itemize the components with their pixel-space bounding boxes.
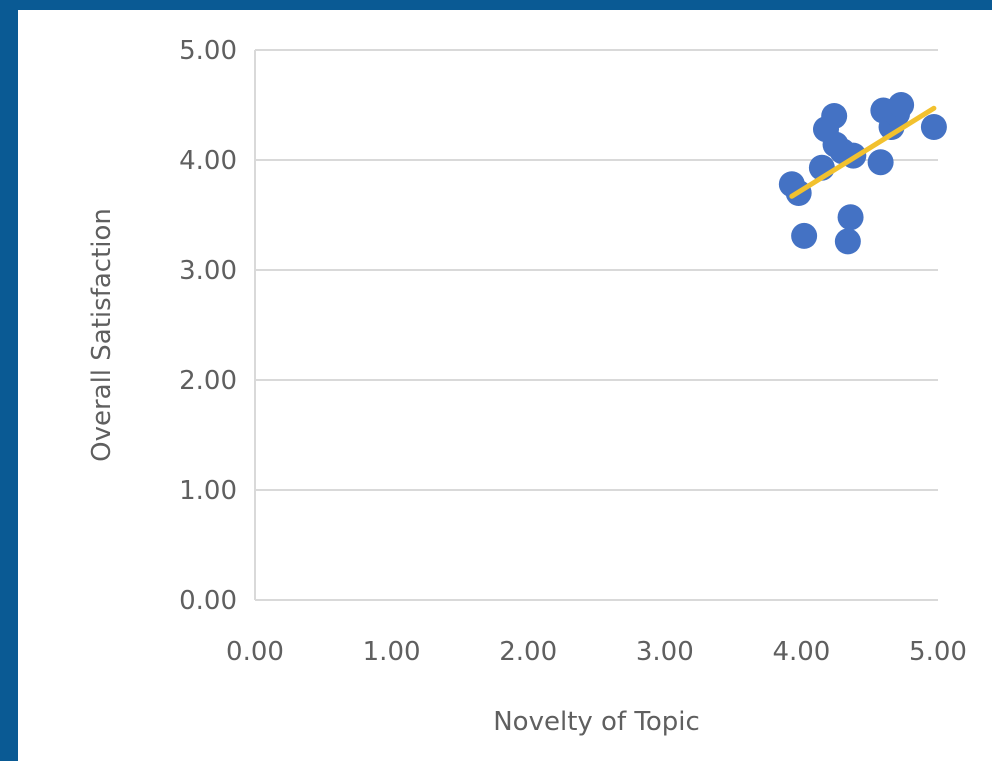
data-point xyxy=(834,228,861,255)
scatter-chart: 0.00 1.00 2.00 3.00 4.00 5.00 0.00 1.00 2.00 3.0… xyxy=(87,36,967,737)
x-tick-label: 4.00 xyxy=(772,637,830,667)
y-tick-label: 3.00 xyxy=(179,256,237,286)
y-tick-label: 1.00 xyxy=(179,476,237,506)
trendline xyxy=(789,105,937,199)
y-tick-labels: 0.00 1.00 2.00 3.00 4.00 5.00 xyxy=(179,36,237,616)
x-tick-label: 1.00 xyxy=(363,637,421,667)
x-tick-label: 3.00 xyxy=(636,637,694,667)
x-tick-label: 2.00 xyxy=(499,637,557,667)
x-tick-label: 0.00 xyxy=(226,637,284,667)
y-tick-label: 4.00 xyxy=(179,146,237,176)
data-point xyxy=(821,103,848,129)
data-point xyxy=(888,92,915,118)
chart-panel: 0.00 1.00 2.00 3.00 4.00 5.00 0.00 1.00 2.00 3.0… xyxy=(18,10,992,761)
y-axis-title: Overall Satisfaction xyxy=(87,208,117,462)
data-point xyxy=(791,222,818,249)
y-tick-label: 0.00 xyxy=(179,586,237,616)
y-tick-label: 5.00 xyxy=(179,36,237,66)
x-tick-label: 5.00 xyxy=(909,637,967,667)
data-point xyxy=(867,149,894,176)
y-tick-label: 2.00 xyxy=(179,366,237,396)
data-point xyxy=(837,204,864,231)
x-axis-title: Novelty of Topic xyxy=(493,707,700,737)
data-point xyxy=(920,114,947,140)
x-tick-labels: 0.00 1.00 2.00 3.00 4.00 5.00 xyxy=(226,637,967,667)
